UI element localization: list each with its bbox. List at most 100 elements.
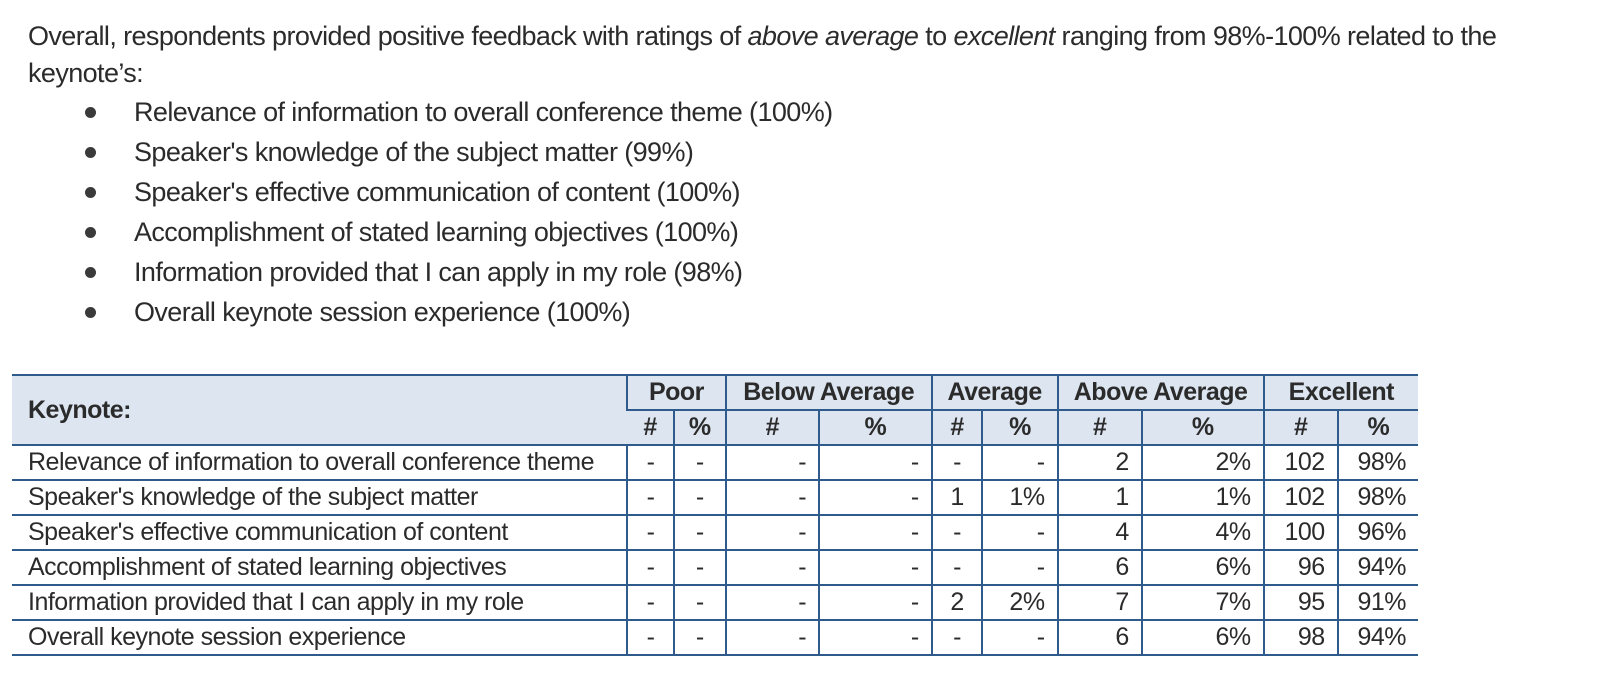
cell: - [724, 620, 820, 656]
row-label: Speaker's knowledge of the subject matte… [12, 480, 628, 516]
cell: - [981, 515, 1058, 551]
cell: - [626, 515, 674, 551]
bullet-item: Relevance of information to overall conf… [28, 92, 1568, 132]
cell: - [930, 550, 983, 586]
cell: 98% [1336, 480, 1418, 516]
cell: - [818, 585, 932, 621]
cell: - [672, 620, 726, 656]
cell: 102 [1262, 480, 1338, 516]
cell: - [930, 515, 983, 551]
cell: 94% [1336, 620, 1418, 656]
cell: - [626, 585, 674, 621]
cell: 96 [1262, 550, 1338, 586]
cell: 2% [1140, 445, 1264, 481]
summary-section: Overall, respondents provided positive f… [28, 18, 1568, 332]
cell: - [672, 480, 726, 516]
group-header-average: Average [930, 374, 1058, 411]
subheader-percent: % [818, 410, 932, 446]
table-subheader-row: # % # % # % # % # % [12, 410, 1418, 446]
group-header-below-average: Below Average [724, 374, 932, 411]
table-row: Overall keynote session experience - - -… [12, 620, 1418, 656]
cell: 2% [981, 585, 1058, 621]
cell: - [626, 550, 674, 586]
cell: 6% [1140, 550, 1264, 586]
cell: - [981, 445, 1058, 481]
cell: - [724, 515, 820, 551]
bullet-item: Speaker's knowledge of the subject matte… [28, 132, 1568, 172]
cell: - [724, 550, 820, 586]
cell: 6 [1056, 620, 1142, 656]
subheader-percent: % [981, 410, 1058, 446]
cell: - [818, 620, 932, 656]
cell: 94% [1336, 550, 1418, 586]
cell: - [818, 480, 932, 516]
group-header-excellent: Excellent [1262, 374, 1418, 411]
subheader-count: # [1056, 410, 1142, 446]
row-label: Information provided that I can apply in… [12, 585, 628, 621]
cell: 4 [1056, 515, 1142, 551]
cell: 1 [1056, 480, 1142, 516]
table-row: Accomplishment of stated learning object… [12, 550, 1418, 586]
cell: - [672, 515, 726, 551]
cell: 91% [1336, 585, 1418, 621]
subheader-count: # [930, 410, 983, 446]
keynote-bullet-list: Relevance of information to overall conf… [28, 92, 1568, 332]
cell: 7% [1140, 585, 1264, 621]
row-label: Speaker's effective communication of con… [12, 515, 628, 551]
cell: 96% [1336, 515, 1418, 551]
table-row: Speaker's effective communication of con… [12, 515, 1418, 551]
cell: 6% [1140, 620, 1264, 656]
bullet-item: Speaker's effective communication of con… [28, 172, 1568, 212]
bullet-item: Overall keynote session experience (100%… [28, 292, 1568, 332]
cell: - [626, 445, 674, 481]
cell: - [724, 445, 820, 481]
cell: - [818, 445, 932, 481]
cell: - [724, 585, 820, 621]
bullet-item: Accomplishment of stated learning object… [28, 212, 1568, 252]
cell: - [818, 550, 932, 586]
cell: - [626, 480, 674, 516]
summary-text: Overall, respondents provided positive f… [28, 21, 748, 51]
cell: 102 [1262, 445, 1338, 481]
subheader-count: # [724, 410, 820, 446]
summary-text: to [918, 21, 954, 51]
cell: 6 [1056, 550, 1142, 586]
cell: 1% [1140, 480, 1264, 516]
cell: 98 [1262, 620, 1338, 656]
row-label: Relevance of information to overall conf… [12, 445, 628, 481]
row-label: Accomplishment of stated learning object… [12, 550, 628, 586]
cell: 2 [1056, 445, 1142, 481]
keynote-ratings-table: Keynote: Poor Below Average Average Abov… [12, 374, 1418, 656]
group-header-above-average: Above Average [1056, 374, 1264, 411]
cell: - [930, 445, 983, 481]
summary-paragraph: Overall, respondents provided positive f… [28, 18, 1568, 92]
subheader-count: # [1262, 410, 1338, 446]
cell: - [818, 515, 932, 551]
cell: - [981, 620, 1058, 656]
subheader-percent: % [1140, 410, 1264, 446]
cell: 4% [1140, 515, 1264, 551]
subheader-count: # [627, 410, 674, 446]
table-row: Speaker's knowledge of the subject matte… [12, 480, 1418, 516]
subheader-percent: % [672, 410, 726, 446]
cell: 1 [930, 480, 983, 516]
row-label: Overall keynote session experience [12, 620, 628, 656]
cell: - [672, 585, 726, 621]
cell: 98% [1336, 445, 1418, 481]
table-row: Relevance of information to overall conf… [12, 445, 1418, 481]
table-row: Information provided that I can apply in… [12, 585, 1418, 621]
cell: - [981, 550, 1058, 586]
bullet-item: Information provided that I can apply in… [28, 252, 1568, 292]
subheader-percent: % [1336, 410, 1418, 446]
summary-text: ranging from 98%-100% related to the key… [28, 21, 1497, 88]
emphasis-above-average: above average [747, 21, 919, 51]
keynote-column-header: Keynote: [12, 374, 628, 446]
cell: 1% [981, 480, 1058, 516]
group-header-poor: Poor [626, 374, 726, 411]
cell: 7 [1056, 585, 1142, 621]
cell: - [672, 550, 726, 586]
cell: - [724, 480, 820, 516]
cell: - [672, 445, 726, 481]
emphasis-excellent: excellent [953, 21, 1055, 51]
cell: 95 [1262, 585, 1338, 621]
